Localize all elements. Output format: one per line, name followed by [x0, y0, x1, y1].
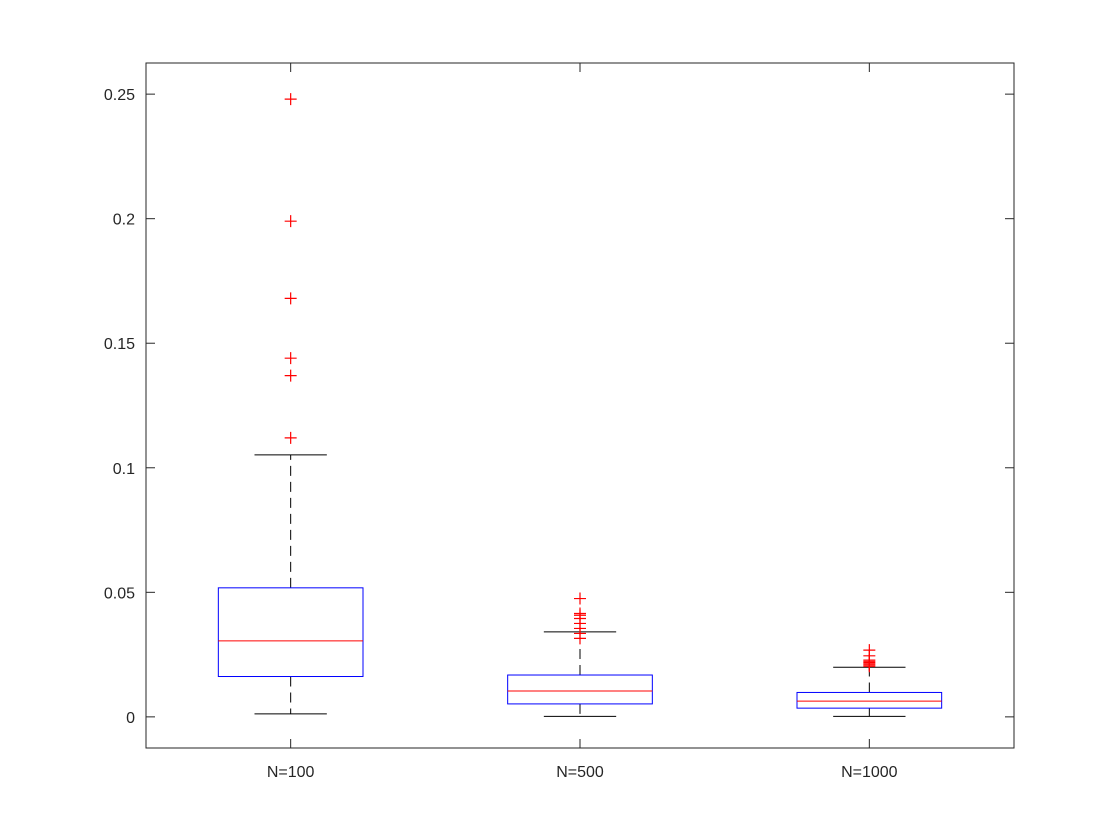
outlier-marker	[284, 431, 297, 444]
y-axis: 0 0.05 0.1 0.15 0.2 0.25	[104, 87, 1014, 727]
outlier-marker	[574, 607, 586, 620]
iqr-box	[796, 691, 943, 709]
x-tick-label: N=1000	[841, 764, 898, 781]
x-axis: N=100 N=500 N=1000	[267, 63, 898, 781]
box-group	[796, 644, 943, 717]
outlier-marker	[863, 644, 876, 657]
outlier-marker	[284, 352, 297, 365]
iqr-box	[217, 587, 364, 678]
y-tick-label: 0.15	[104, 336, 135, 353]
y-tick-label: 0	[126, 710, 135, 727]
y-tick-label: 0.05	[104, 585, 135, 602]
box-group	[507, 592, 653, 717]
plot-area	[217, 93, 943, 717]
outlier-marker	[284, 369, 297, 382]
axes-frame	[145, 62, 1015, 749]
y-tick-label: 0.2	[113, 212, 135, 229]
y-tick-label: 0.1	[113, 461, 135, 478]
outlier-marker	[574, 592, 586, 605]
iqr-box	[507, 674, 653, 705]
outlier-marker	[284, 292, 297, 305]
box-group	[217, 93, 364, 715]
outlier-marker	[284, 93, 297, 106]
outlier-marker	[284, 215, 297, 228]
x-tick-label: N=500	[556, 764, 604, 781]
y-tick-label: 0.25	[104, 87, 135, 104]
x-tick-label: N=100	[267, 764, 315, 781]
